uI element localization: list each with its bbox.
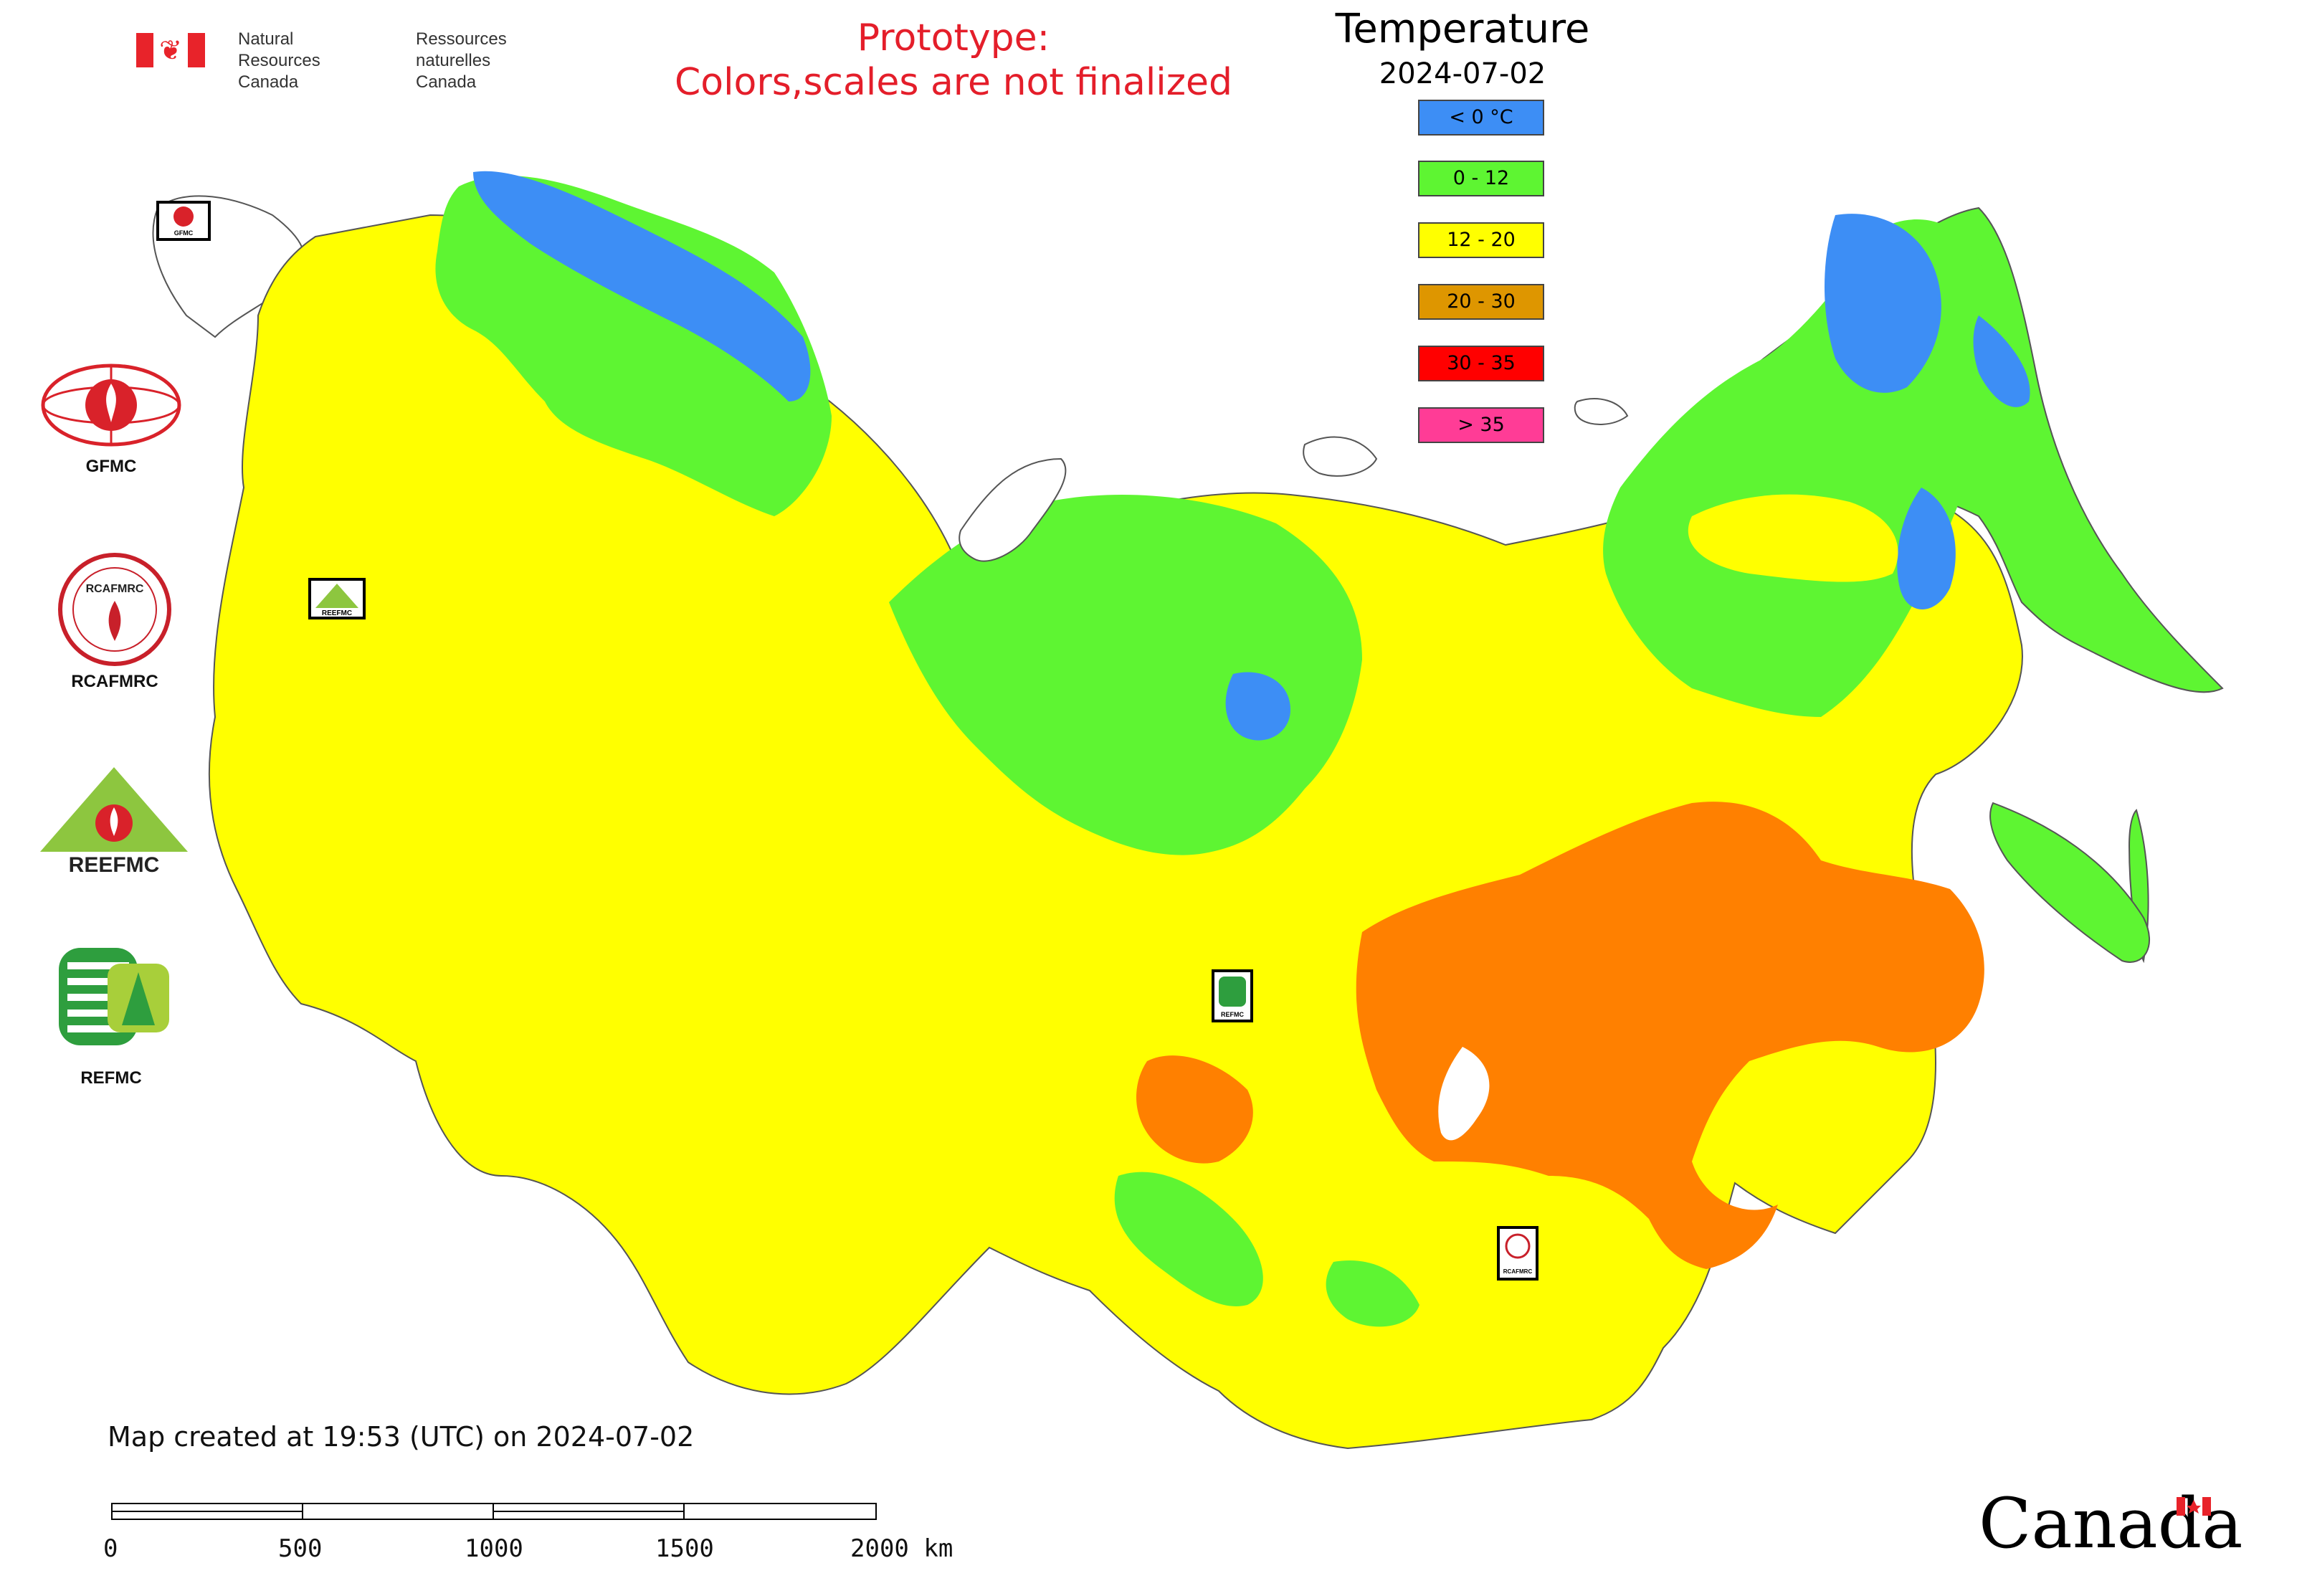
legend-swatch-20-30: 20 - 30	[1418, 284, 1544, 320]
marker-rcafmrc: RCAFMRC	[1497, 1226, 1538, 1281]
blue-east-3	[1897, 488, 1956, 609]
scale-label-2000: 2000 km	[850, 1534, 953, 1563]
blue-east-1	[1825, 214, 1941, 393]
gfmc-label: GFMC	[85, 457, 137, 476]
scale-bar	[111, 1503, 878, 1521]
legend-swatch-30-35: 30 - 35	[1418, 346, 1544, 381]
refmc-logo-icon	[59, 948, 169, 1045]
scale-label-1500: 1500	[655, 1534, 714, 1563]
legend-swatch-0-12: 0 - 12	[1418, 161, 1544, 196]
reefmc-logo-icon: REEFMC	[40, 767, 188, 875]
kamchatka-tip	[1989, 802, 2151, 963]
blue-kola	[473, 171, 811, 402]
wordmark-flag-icon	[2177, 1497, 2211, 1516]
green-kola	[435, 176, 832, 516]
wrangel-island	[1574, 398, 1629, 425]
scale-label-0: 0	[103, 1534, 118, 1563]
rcafmrc-logo-icon: RCAFMRC	[58, 553, 171, 666]
org-name-fr: Ressources naturelles Canada	[416, 29, 507, 92]
baikal-lake	[1438, 1047, 1490, 1141]
rcafmrc-label: RCAFMRC	[71, 672, 158, 691]
marker-refmc: REFMC	[1212, 969, 1253, 1022]
marker-refmc-label: REFMC	[1221, 1011, 1244, 1018]
green-mongolia	[1326, 1260, 1419, 1327]
scale-label-1000: 1000	[465, 1534, 523, 1563]
prototype-notice-line2: Colors,scales are not finalized	[674, 61, 1233, 104]
map-created-timestamp: Map created at 19:53 (UTC) on 2024-07-02	[108, 1421, 695, 1453]
yellow-east-pocket	[1688, 494, 1898, 582]
legend-date: 2024-07-02	[1379, 57, 1546, 90]
prototype-notice: Prototype: Colors,scales are not finaliz…	[645, 16, 1262, 105]
legend-swatch-below-zero: < 0 °C	[1418, 100, 1544, 136]
svg-text:RCAFMRC: RCAFMRC	[86, 583, 144, 595]
green-siberia	[889, 495, 1362, 855]
legend-swatch-above-35: > 35	[1418, 407, 1544, 443]
legend-title: Temperature	[1335, 6, 1590, 52]
svg-text:REEFMC: REEFMC	[69, 853, 160, 875]
scale-label-500: 500	[278, 1534, 323, 1563]
marker-rcafmrc-label: RCAFMRC	[1503, 1268, 1533, 1275]
org-name-en: Natural Resources Canada	[238, 29, 320, 92]
novaya-zemlya	[959, 457, 1067, 562]
blue-east-2	[1973, 315, 2030, 407]
marker-gfmc: GFMC	[156, 201, 211, 241]
prototype-notice-line1: Prototype:	[857, 16, 1050, 60]
legend-swatch-12-20: 12 - 20	[1418, 222, 1544, 258]
marker-reefmc: REEFMC	[308, 578, 366, 619]
marker-reefmc-label: REEFMC	[322, 609, 352, 617]
blue-siberia-patch	[1225, 672, 1290, 741]
green-altai	[1114, 1172, 1263, 1306]
orange-baikal	[1356, 802, 1984, 1269]
marker-gfmc-label: GFMC	[174, 229, 194, 237]
severnaya-zemlya	[1303, 436, 1378, 477]
canada-flag-icon: ❦	[136, 33, 205, 67]
refmc-label: REFMC	[80, 1068, 142, 1088]
orange-west-patch	[1136, 1055, 1253, 1164]
canada-wordmark: Canada	[1979, 1483, 2243, 1564]
gfmc-logo-icon	[41, 364, 181, 447]
